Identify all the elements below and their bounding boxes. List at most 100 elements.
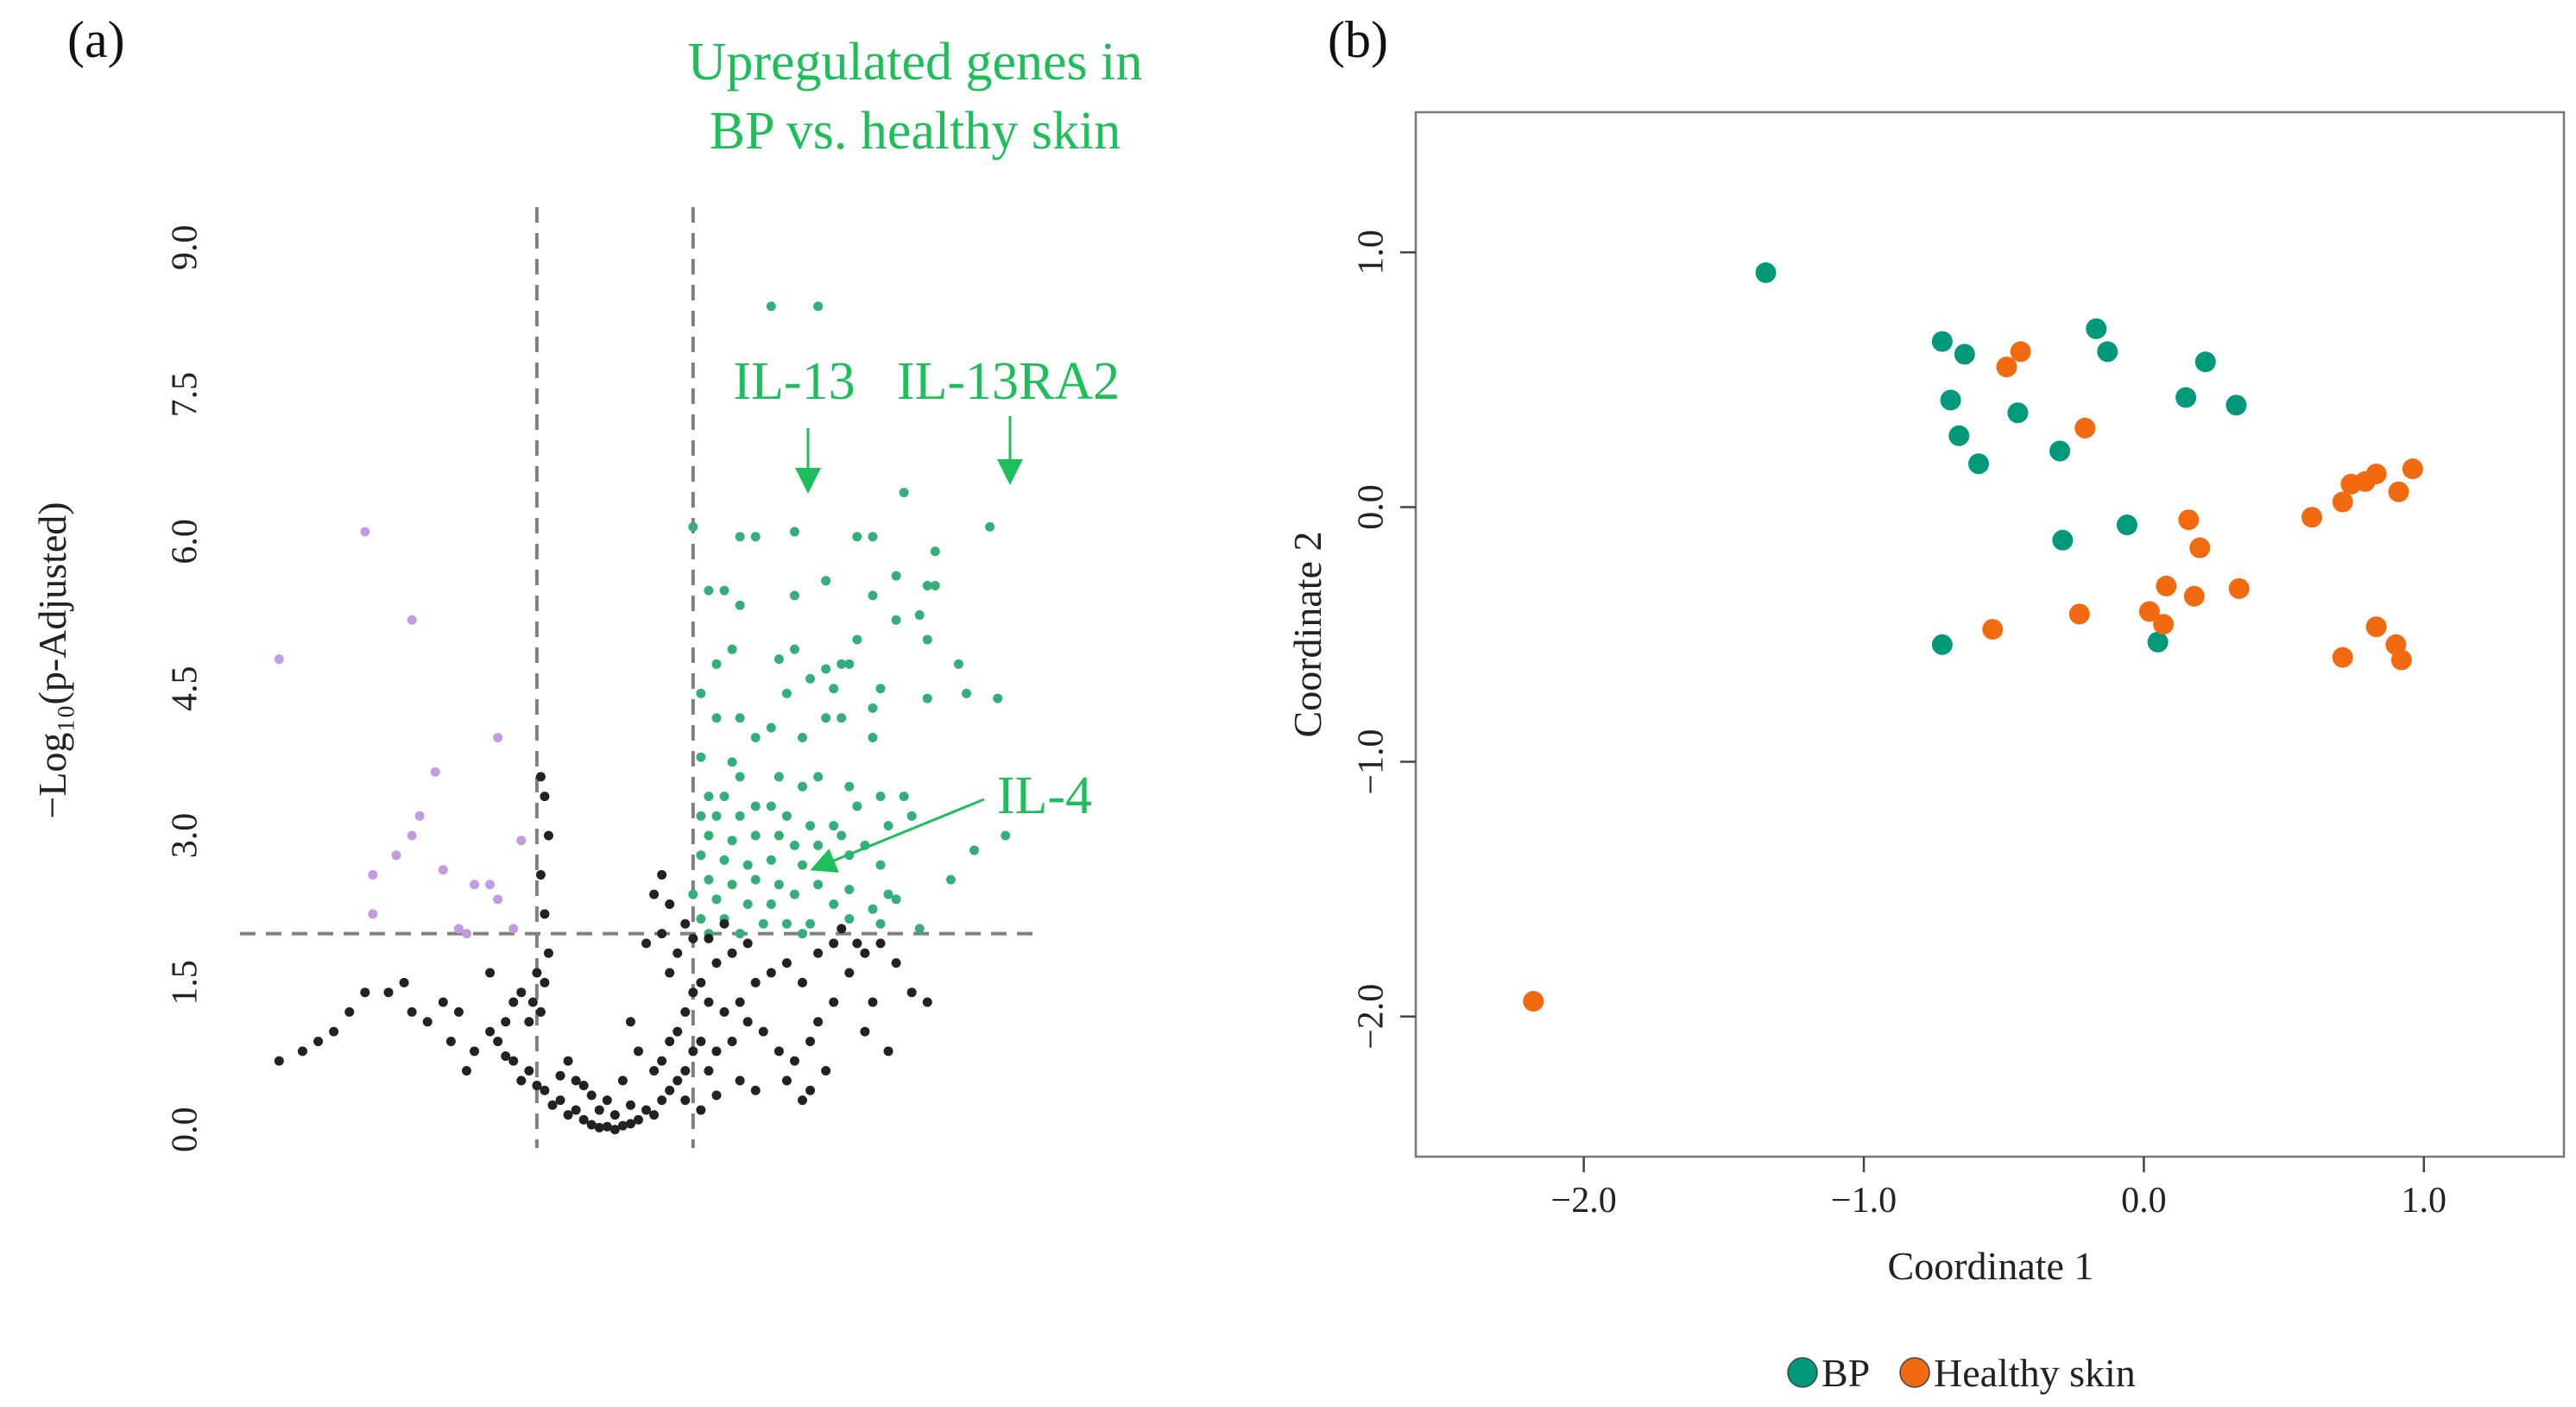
volcano-point-ns	[766, 968, 776, 978]
volcano-point-ns	[665, 899, 675, 909]
volcano-y-tick-label: 6.0	[166, 519, 205, 565]
volcano-point-up	[750, 874, 761, 885]
volcano-point-up	[766, 855, 776, 865]
volcano-point-ns	[829, 997, 839, 1007]
volcano-point-up	[696, 688, 706, 698]
volcano-y-axis-label: −Log₁₀(p-Adjusted)	[30, 502, 74, 818]
volcano-point-ns	[883, 1046, 893, 1057]
mds-point-bp	[1755, 262, 1777, 283]
volcano-point-ns	[586, 1120, 597, 1130]
legend-bp-swatch	[1787, 1357, 1818, 1388]
volcano-point-ns	[578, 1081, 589, 1091]
volcano-point-up	[837, 659, 847, 669]
volcano-point-up	[821, 576, 831, 586]
volcano-point-ns	[501, 1017, 511, 1027]
volcano-point-up	[696, 752, 706, 762]
volcano-point-up	[868, 532, 878, 542]
volcano-point-up	[962, 688, 972, 698]
volcano-point-ns	[501, 1051, 511, 1061]
volcano-point-up	[773, 880, 784, 890]
volcano-point-up	[789, 590, 799, 601]
volcano-point-ns	[540, 909, 550, 919]
volcano-point-ns	[649, 889, 660, 899]
volcano-point-ns	[805, 1085, 816, 1095]
volcano-point-up	[704, 874, 714, 885]
volcano-point-up	[711, 811, 722, 821]
volcano-point-up	[773, 772, 784, 782]
volcano-point-up	[789, 840, 799, 850]
volcano-point-ns	[711, 1090, 722, 1101]
volcano-annotation-title-line2: BP vs. healthy skin	[710, 102, 1121, 161]
volcano-point-ns	[711, 958, 722, 968]
volcano-point-up	[829, 899, 839, 909]
legend: BP Healthy skin	[1787, 1351, 2136, 1395]
volcano-point-up	[750, 801, 761, 811]
volcano-point-up	[711, 659, 722, 669]
volcano-point-up	[704, 585, 714, 596]
volcano-point-ns	[609, 1125, 620, 1135]
volcano-point-up	[727, 757, 737, 767]
volcano-point-ns	[868, 997, 878, 1007]
volcano-point-ns	[719, 918, 729, 929]
volcano-point-up	[773, 654, 784, 665]
volcano-point-ns	[696, 1105, 706, 1115]
volcano-point-up	[837, 713, 847, 723]
volcano-point-ns	[617, 1120, 628, 1131]
volcano-point-ns	[860, 1026, 870, 1037]
legend-bp-label: BP	[1822, 1351, 1870, 1395]
volcano-point-up	[789, 644, 799, 654]
volcano-point-down	[391, 850, 401, 861]
mds-x-tick-label: 1.0	[2402, 1181, 2447, 1221]
volcano-point-ns	[383, 987, 394, 998]
mds-point-bp	[1948, 425, 1970, 446]
volcano-y-tick-label: 4.5	[166, 666, 205, 711]
volcano-point-up	[719, 792, 729, 802]
mds-point-healthy-skin	[2189, 537, 2211, 558]
volcano-point-up	[798, 929, 808, 939]
volcano-point-ns	[493, 1036, 503, 1046]
mds-x-axis-label: Coordinate 1	[1888, 1244, 2094, 1288]
volcano-point-ns	[696, 1036, 706, 1046]
volcano-point-up	[735, 811, 745, 821]
volcano-point-up	[875, 860, 886, 870]
volcano-point-ns	[688, 933, 698, 943]
volcano-point-ns	[875, 938, 886, 949]
mds-point-bp	[1968, 453, 1990, 475]
volcano-point-up	[719, 855, 729, 865]
volcano-point-ns	[594, 1105, 604, 1115]
volcano-point-ns	[555, 1095, 565, 1106]
volcano-point-up	[735, 772, 745, 782]
mds-point-bp	[2147, 631, 2169, 653]
mds-point-healthy-skin	[2068, 603, 2090, 625]
volcano-point-ns	[844, 968, 855, 978]
volcano-point-down	[438, 865, 448, 875]
volcano-point-ns	[813, 1017, 824, 1027]
panel-a-label: (a)	[67, 11, 125, 68]
volcano-point-up	[750, 732, 761, 742]
volcano-point-ns	[470, 1046, 480, 1057]
volcano-point-up	[781, 918, 792, 929]
volcano-threshold-lines	[240, 207, 1036, 1148]
volcano-point-up	[829, 684, 839, 694]
volcano-point-up	[852, 532, 862, 542]
volcano-point-up	[813, 840, 824, 850]
volcano-point-ns	[641, 1105, 652, 1115]
volcano-point-ns	[672, 1076, 683, 1086]
volcano-point-ns	[672, 1026, 683, 1037]
volcano-point-down	[360, 527, 370, 537]
volcano-point-ns	[563, 1056, 573, 1066]
volcano-point-up	[766, 801, 776, 811]
volcano-point-ns	[578, 1114, 589, 1125]
volcano-point-up	[742, 899, 753, 909]
volcano-point-ns	[461, 1066, 471, 1076]
volcano-point-ns	[680, 918, 691, 929]
mds-point-bp	[2049, 440, 2071, 462]
volcano-point-up	[688, 889, 698, 899]
mds-x-ticks: −2.0 −1.0 0.0 1.0	[1551, 1157, 2447, 1221]
volcano-point-up	[868, 590, 878, 601]
volcano-point-ns	[735, 997, 745, 1007]
mds-point-healthy-skin	[2365, 464, 2387, 485]
volcano-point-up	[704, 830, 714, 841]
mds-point-bp	[1931, 634, 1953, 655]
volcano-point-ns	[524, 1017, 534, 1027]
